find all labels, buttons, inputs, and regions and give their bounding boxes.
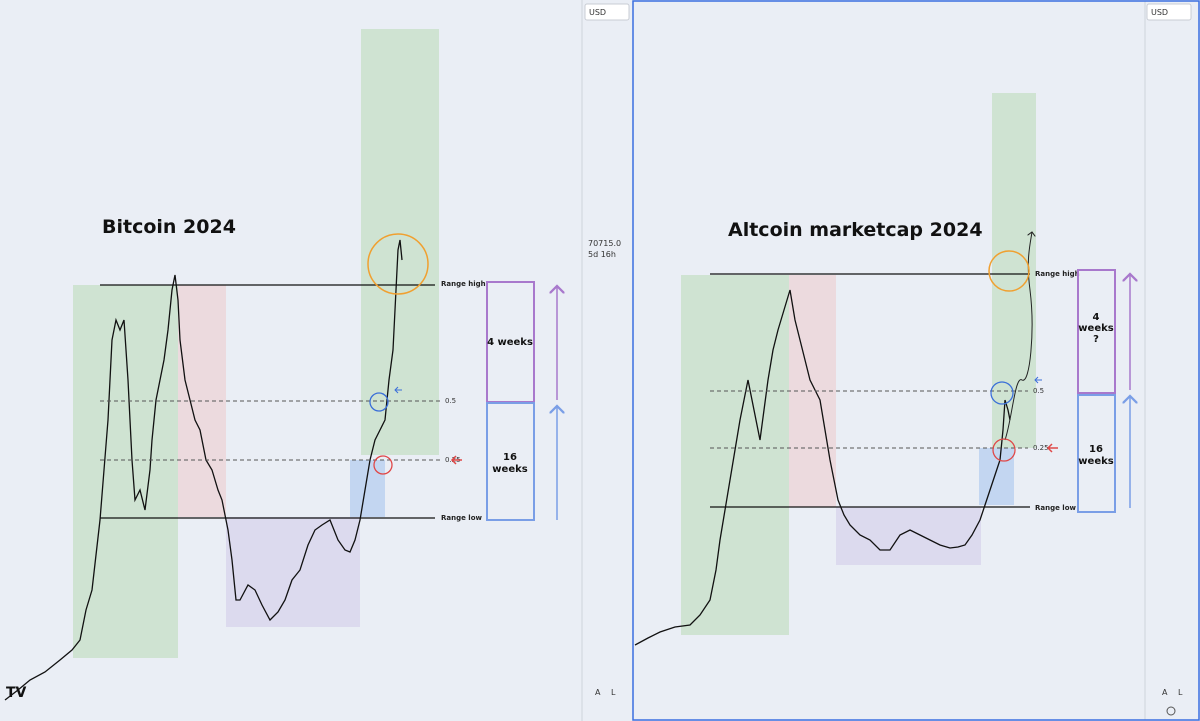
box-label: 16 weeks bbox=[492, 452, 527, 475]
countdown: 5d 16h bbox=[588, 250, 616, 259]
active-panel-border bbox=[632, 0, 1200, 721]
settings-icon[interactable] bbox=[1166, 706, 1176, 716]
box-label: 4 weeks bbox=[487, 337, 533, 348]
pointer-arrow bbox=[1046, 443, 1058, 453]
chart-title: Altcoin marketcap 2024 bbox=[728, 219, 983, 241]
left-chart: Range high 0.5 0.25 Range low Bitcoin 20… bbox=[0, 0, 582, 721]
currency-text: USD bbox=[589, 8, 606, 17]
duration-box bbox=[1077, 394, 1116, 513]
level-label: 0.25 bbox=[1033, 444, 1049, 452]
currency-text: USD bbox=[1151, 8, 1168, 17]
zone-purple bbox=[836, 507, 981, 565]
scale-button[interactable]: L bbox=[1178, 688, 1183, 697]
box-line: 4 bbox=[1093, 312, 1100, 323]
level-label: Range low bbox=[1035, 504, 1077, 512]
box-line: weeks bbox=[1078, 456, 1113, 467]
price-path bbox=[634, 289, 1011, 646]
box-label: 16 weeks bbox=[1078, 444, 1113, 467]
pointer-arrow bbox=[394, 386, 402, 394]
currency-select[interactable] bbox=[584, 3, 630, 21]
currency-select[interactable] bbox=[1146, 3, 1192, 21]
highlight-circle bbox=[992, 438, 1016, 462]
zone-purple bbox=[226, 517, 360, 627]
zone-blue bbox=[350, 460, 385, 517]
scale-button[interactable]: L bbox=[611, 688, 616, 697]
highlight-circle bbox=[367, 233, 429, 295]
level-label: Range high bbox=[1035, 270, 1080, 278]
duration-box bbox=[486, 402, 535, 521]
box-line: weeks bbox=[492, 464, 527, 475]
zone-green bbox=[681, 275, 789, 635]
scale-button[interactable]: A bbox=[1162, 688, 1168, 697]
highlight-circle bbox=[990, 381, 1014, 405]
highlight-circle bbox=[369, 392, 389, 412]
zone-blue bbox=[979, 448, 1014, 505]
logo: TV bbox=[6, 685, 27, 701]
box-label: 4 weeks? bbox=[1078, 312, 1113, 345]
chart-title: Bitcoin 2024 bbox=[102, 216, 236, 238]
level-label: Range high bbox=[441, 280, 486, 288]
level-label: 0.5 bbox=[1033, 387, 1044, 395]
projection-path bbox=[1004, 232, 1032, 441]
level-label: Range low bbox=[441, 514, 483, 522]
price-label: 70715.0 bbox=[588, 239, 621, 248]
pointer-arrow bbox=[1034, 376, 1042, 384]
level-label: 0.5 bbox=[445, 397, 456, 405]
highlight-circle bbox=[373, 455, 393, 475]
right-chart: Range high 0.5 0.25 Range low Altcoin ma… bbox=[632, 0, 1200, 721]
highlight-circle bbox=[988, 250, 1030, 292]
box-line: 4 weeks bbox=[487, 337, 533, 348]
left-price-axis: USD 70715.0 5d 16h A L bbox=[581, 0, 630, 721]
pointer-arrow bbox=[450, 455, 462, 465]
box-line: ? bbox=[1093, 334, 1099, 345]
box-line: 16 bbox=[1089, 444, 1103, 455]
box-line: 16 bbox=[503, 452, 517, 463]
box-line: weeks bbox=[1078, 323, 1113, 334]
scale-button[interactable]: A bbox=[595, 688, 601, 697]
duration-box bbox=[1077, 269, 1116, 394]
